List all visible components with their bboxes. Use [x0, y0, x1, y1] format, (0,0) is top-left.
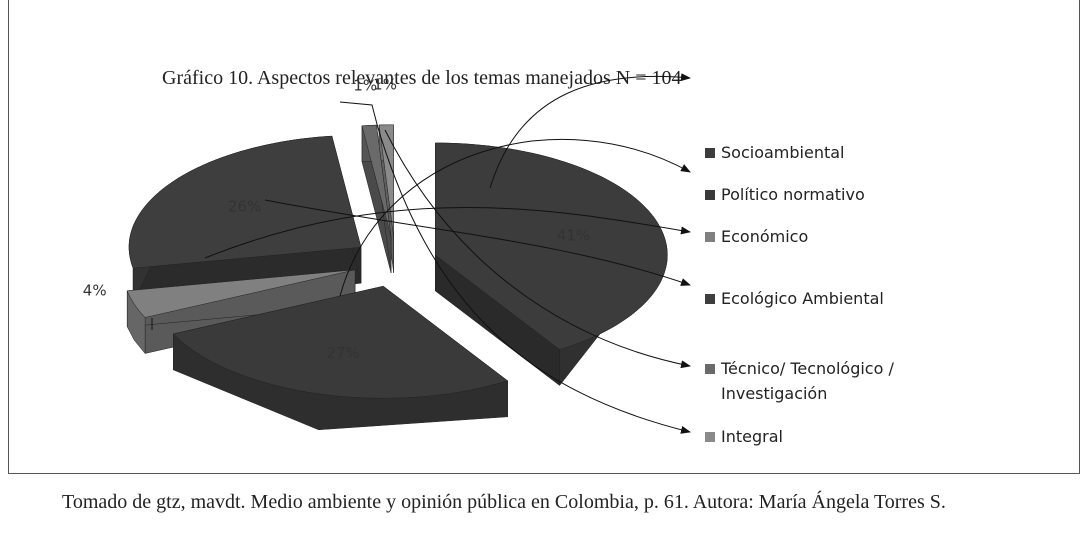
- data-label: 26%: [228, 197, 261, 215]
- legend-label: Técnico/ Tecnológico / Investigación: [721, 359, 894, 403]
- legend-entry: Integral: [705, 424, 921, 449]
- slice: [128, 135, 362, 269]
- caption: Tomado de gtz, mavdt. Medio ambiente y o…: [62, 491, 946, 513]
- legend-entry: Ecológico Ambiental: [705, 286, 921, 311]
- legend-entry: Político normativo: [705, 182, 921, 207]
- legend-label: Socioambiental: [721, 143, 845, 162]
- data-label: 27%: [326, 344, 359, 362]
- arrows: [151, 73, 691, 434]
- slice: [172, 285, 509, 399]
- slice: [435, 142, 668, 350]
- legend-swatch: [705, 148, 715, 158]
- legend-entry: Socioambiental: [705, 140, 921, 165]
- legend-label: Ecológico Ambiental: [721, 289, 884, 308]
- legend-swatch: [705, 432, 715, 442]
- legend-swatch: [705, 364, 715, 374]
- frame: [8, 0, 1080, 474]
- legend-label: Político normativo: [721, 185, 865, 204]
- legend-swatch: [705, 190, 715, 200]
- data-label: 41%: [557, 227, 590, 245]
- legend-swatch: [705, 294, 715, 304]
- legend-swatch: [705, 232, 715, 242]
- legend-label: Integral: [721, 427, 783, 446]
- legend-entry: Técnico/ Tecnológico / Investigación: [705, 356, 921, 406]
- slice: [361, 124, 392, 237]
- slice: [126, 269, 356, 318]
- data-label: 1%: [373, 76, 397, 94]
- chart: Gráfico 10. Aspectos relevantes de los t…: [83, 67, 691, 434]
- legend-label: Económico: [721, 227, 809, 246]
- data-label: 4%: [83, 282, 107, 300]
- chart-title: Gráfico 10. Aspectos relevantes de los t…: [162, 67, 681, 89]
- data-label: 1%: [353, 76, 377, 94]
- legend-entry: Económico: [705, 224, 921, 249]
